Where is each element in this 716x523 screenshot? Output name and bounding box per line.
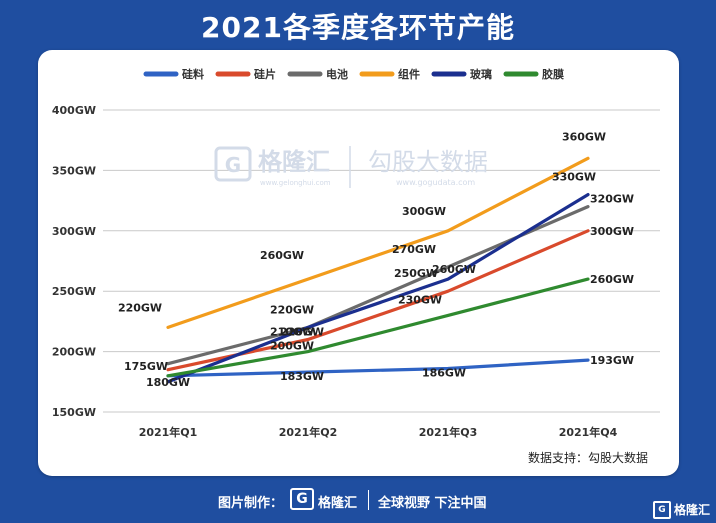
data-label: 220GW: [118, 301, 162, 314]
data-label: 260GW: [432, 263, 476, 276]
brand-logo-icon: G: [290, 488, 314, 510]
data-label: 210GW: [270, 326, 314, 339]
data-label: 230GW: [398, 293, 442, 306]
y-tick-label: 300GW: [52, 225, 96, 238]
line-chart: 150GW 200GW 250GW 300GW 350GW 400GW 2021年Q1 202…: [52, 67, 660, 465]
data-label: 320GW: [590, 193, 634, 206]
legend-label: 硅片: [254, 67, 276, 81]
x-tick-label: 2021年Q4: [559, 425, 618, 439]
x-tick-label: 2021年Q1: [139, 425, 198, 439]
y-tick-label: 150GW: [52, 406, 96, 419]
data-label: 300GW: [590, 225, 634, 238]
y-tick-label: 350GW: [52, 164, 96, 177]
data-label: 220GW: [270, 303, 314, 316]
series-line: [166, 156, 590, 329]
corner-logo-icon: G: [652, 501, 671, 519]
data-label: 260GW: [590, 273, 634, 286]
footer-credit-label: 图片制作：: [218, 496, 284, 511]
legend-label: 玻璃: [470, 67, 492, 81]
data-label: 360GW: [562, 130, 606, 143]
data-label: 250GW: [394, 267, 438, 280]
data-label: 260GW: [260, 249, 304, 262]
legend-label: 硅料: [182, 67, 204, 81]
data-label: 193GW: [590, 354, 634, 367]
legend-label: 电池: [326, 67, 348, 81]
data-label: 220GW: [280, 325, 324, 338]
series-line: [166, 205, 590, 366]
series-line: [166, 193, 590, 384]
watermark-partner: 勾股大数据: [368, 148, 488, 176]
watermark-partner-domain: www.gogudata.com: [396, 178, 475, 187]
x-tick-label: 2021年Q3: [419, 425, 478, 439]
corner-logo-name: 格隆汇: [673, 502, 710, 517]
x-tick-label: 2021年Q2: [279, 425, 338, 439]
footer-brand-name: 格隆汇: [318, 496, 358, 511]
data-label: 270GW: [392, 243, 436, 256]
footer-divider: [368, 490, 369, 510]
data-label: 300GW: [402, 205, 446, 218]
corner-logo: G 格隆汇: [652, 501, 710, 519]
series-line: [166, 358, 590, 378]
page-title: 2021各季度各环节产能: [201, 11, 515, 44]
data-label: 183GW: [280, 370, 324, 383]
chart-panel: 150GW 200GW 250GW 300GW 350GW 400GW 2021年Q1 202…: [38, 50, 679, 476]
watermark-brand: 格隆汇: [258, 148, 330, 176]
y-tick-label: 250GW: [52, 285, 96, 298]
data-label: 330GW: [552, 171, 596, 184]
y-tick-label: 400GW: [52, 104, 96, 117]
source-note: 数据支持：勾股大数据: [528, 450, 648, 465]
watermark-brand-domain: www.gelonghui.com: [260, 179, 331, 187]
y-tick-label: 200GW: [52, 346, 96, 359]
legend-label: 组件: [398, 67, 420, 81]
watermark-logo-mark: G: [225, 153, 241, 177]
footer-slogan: 全球视野 下注中国: [378, 496, 487, 511]
watermark-logo-icon: [214, 146, 252, 182]
data-label: 186GW: [422, 367, 466, 380]
data-label: 180GW: [146, 376, 190, 389]
footer: 图片制作： G 格隆汇 全球视野 下注中国: [0, 484, 716, 516]
data-label: 175GW: [124, 360, 168, 373]
data-label: 200GW: [270, 340, 314, 353]
series-line: [166, 277, 590, 378]
legend-label: 胶膜: [542, 67, 564, 81]
